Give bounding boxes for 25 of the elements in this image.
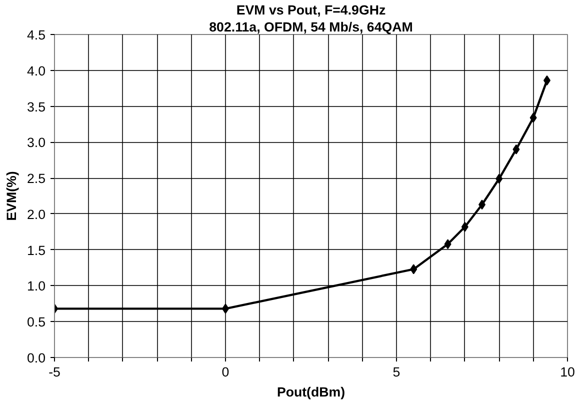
y-tick-label: 0.0: [26, 350, 46, 366]
chart-subtitle: 802.11a, OFDM, 54 Mb/s, 64QAM: [209, 20, 413, 34]
y-tick-label: 0.5: [26, 314, 46, 330]
point: [444, 239, 452, 250]
chart-title: EVM vs Pout, F=4.9GHz: [236, 2, 386, 18]
y-tick-label: 1.5: [26, 242, 46, 258]
point: [410, 264, 418, 274]
y-tick-label: 4.5: [26, 28, 46, 42]
x-axis-title: Pout(dBm): [276, 384, 346, 400]
point: [543, 75, 550, 86]
y-tick-label: 1.0: [26, 278, 46, 294]
point: [496, 174, 503, 184]
y-axis-title: EVM(%): [4, 171, 19, 221]
y-tick-label: 2.0: [26, 206, 46, 222]
point: [461, 222, 468, 232]
x-tick-label: 0: [222, 364, 230, 380]
y-tick-label: 3.0: [26, 135, 46, 150]
y-tick-label: 3.5: [26, 99, 46, 114]
y-tick-label: 2.5: [26, 171, 46, 186]
x-tick-label: 5: [392, 364, 400, 380]
x-tick-label: 10: [560, 364, 575, 380]
x-tick-label: -5: [48, 364, 60, 380]
y-tick-label: 4.0: [26, 63, 46, 78]
point: [530, 112, 537, 123]
point: [512, 144, 520, 154]
